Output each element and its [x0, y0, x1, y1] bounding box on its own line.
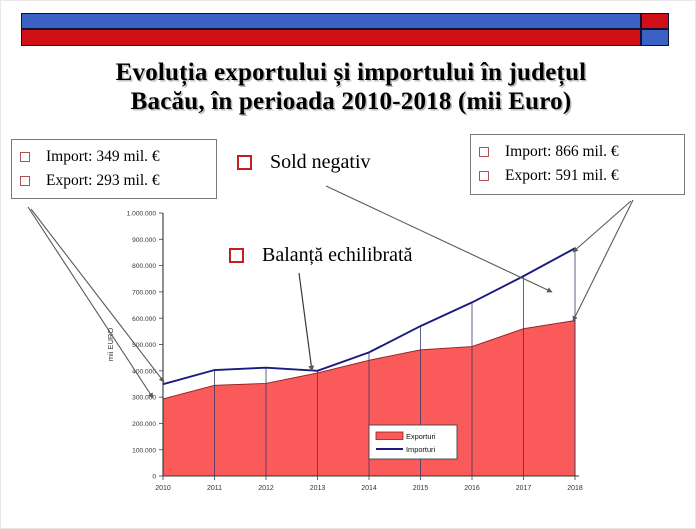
header-block-red-square [641, 13, 669, 29]
exports-imports-area-chart: mii EURO 0 100.000 200.000 300.000 400.000 500… [97, 206, 597, 501]
chart-legend-label: Exporturi [406, 432, 436, 441]
chart-x-tick-label: 2017 [516, 485, 532, 492]
callout-left-export-label: Export: 293 mil. € [46, 172, 160, 189]
chart-x-tick-label: 2015 [413, 485, 429, 492]
page-title: Evoluția exportului și importului în jud… [31, 58, 671, 116]
chart-x-tick-label: 2010 [155, 485, 171, 492]
callout-row-export-2018: Export: 591 mil. € [479, 164, 674, 188]
annotation-sold-negativ: Sold negativ [237, 151, 371, 174]
header-block-blue-long [21, 13, 641, 29]
chart-y-tick-label: 400.000 [132, 368, 156, 375]
page-title-line-2: Bacău, în perioada 2010-2018 (mii Euro) [130, 88, 572, 115]
chart-x-tick-label: 2012 [258, 485, 274, 492]
bullet-square-icon [479, 147, 489, 157]
callout-box-2018-values: Import: 866 mil. € Export: 591 mil. € [470, 134, 685, 195]
chart-x-tick-label: 2018 [567, 485, 583, 492]
callout-left-import-label: Import: 349 mil. € [46, 148, 160, 165]
chart-y-tick-label: 300.000 [132, 395, 156, 402]
chart-y-tick-label: 600.000 [132, 316, 156, 323]
chart-x-tick-label: 2013 [310, 485, 326, 492]
bullet-square-icon [479, 171, 489, 181]
callout-row-export-2010: Export: 293 mil. € [20, 169, 206, 193]
annotation-sold-negativ-label: Sold negativ [270, 151, 371, 173]
bullet-square-icon [229, 248, 244, 263]
callout-box-2010-values: Import: 349 mil. € Export: 293 mil. € [11, 139, 217, 199]
header-block-red-long [21, 29, 641, 46]
chart-y-tick-label: 200.000 [132, 421, 156, 428]
bullet-square-icon [20, 152, 30, 162]
callout-row-import-2010: Import: 349 mil. € [20, 145, 206, 169]
chart-legend-box [368, 424, 458, 460]
header-block-blue-square [641, 29, 669, 46]
chart-y-tick-label: 800.000 [132, 263, 156, 270]
chart-y-tick-label: 1.000.000 [127, 211, 157, 218]
chart-y-tick-label: 0 [152, 474, 156, 481]
chart-legend-label: Importuri [406, 445, 436, 454]
chart-y-tick-label: 900.000 [132, 237, 156, 244]
chart-legend-swatch-exporturi [375, 431, 404, 440]
chart-x-tick-label: 2014 [361, 485, 377, 492]
page-title-line-1: Evoluția exportului și importului în jud… [115, 59, 587, 86]
header-decorative-bar [21, 13, 677, 46]
chart-y-axis-label: mii EURO [106, 328, 115, 361]
chart-y-tick-label: 500.000 [132, 342, 156, 349]
chart-y-tick-label: 100.000 [132, 447, 156, 454]
callout-row-import-2018: Import: 866 mil. € [479, 140, 674, 164]
chart-svg: mii EURO 0 100.000 200.000 300.000 400.000 500… [106, 211, 583, 492]
chart-x-tick-label: 2016 [464, 485, 480, 492]
bullet-square-icon [20, 176, 30, 186]
callout-right-import-label: Import: 866 mil. € [505, 143, 619, 160]
bullet-square-icon [237, 155, 252, 170]
callout-right-export-label: Export: 591 mil. € [505, 167, 619, 184]
chart-y-tick-label: 700.000 [132, 290, 156, 297]
chart-x-tick-label: 2011 [207, 485, 222, 492]
